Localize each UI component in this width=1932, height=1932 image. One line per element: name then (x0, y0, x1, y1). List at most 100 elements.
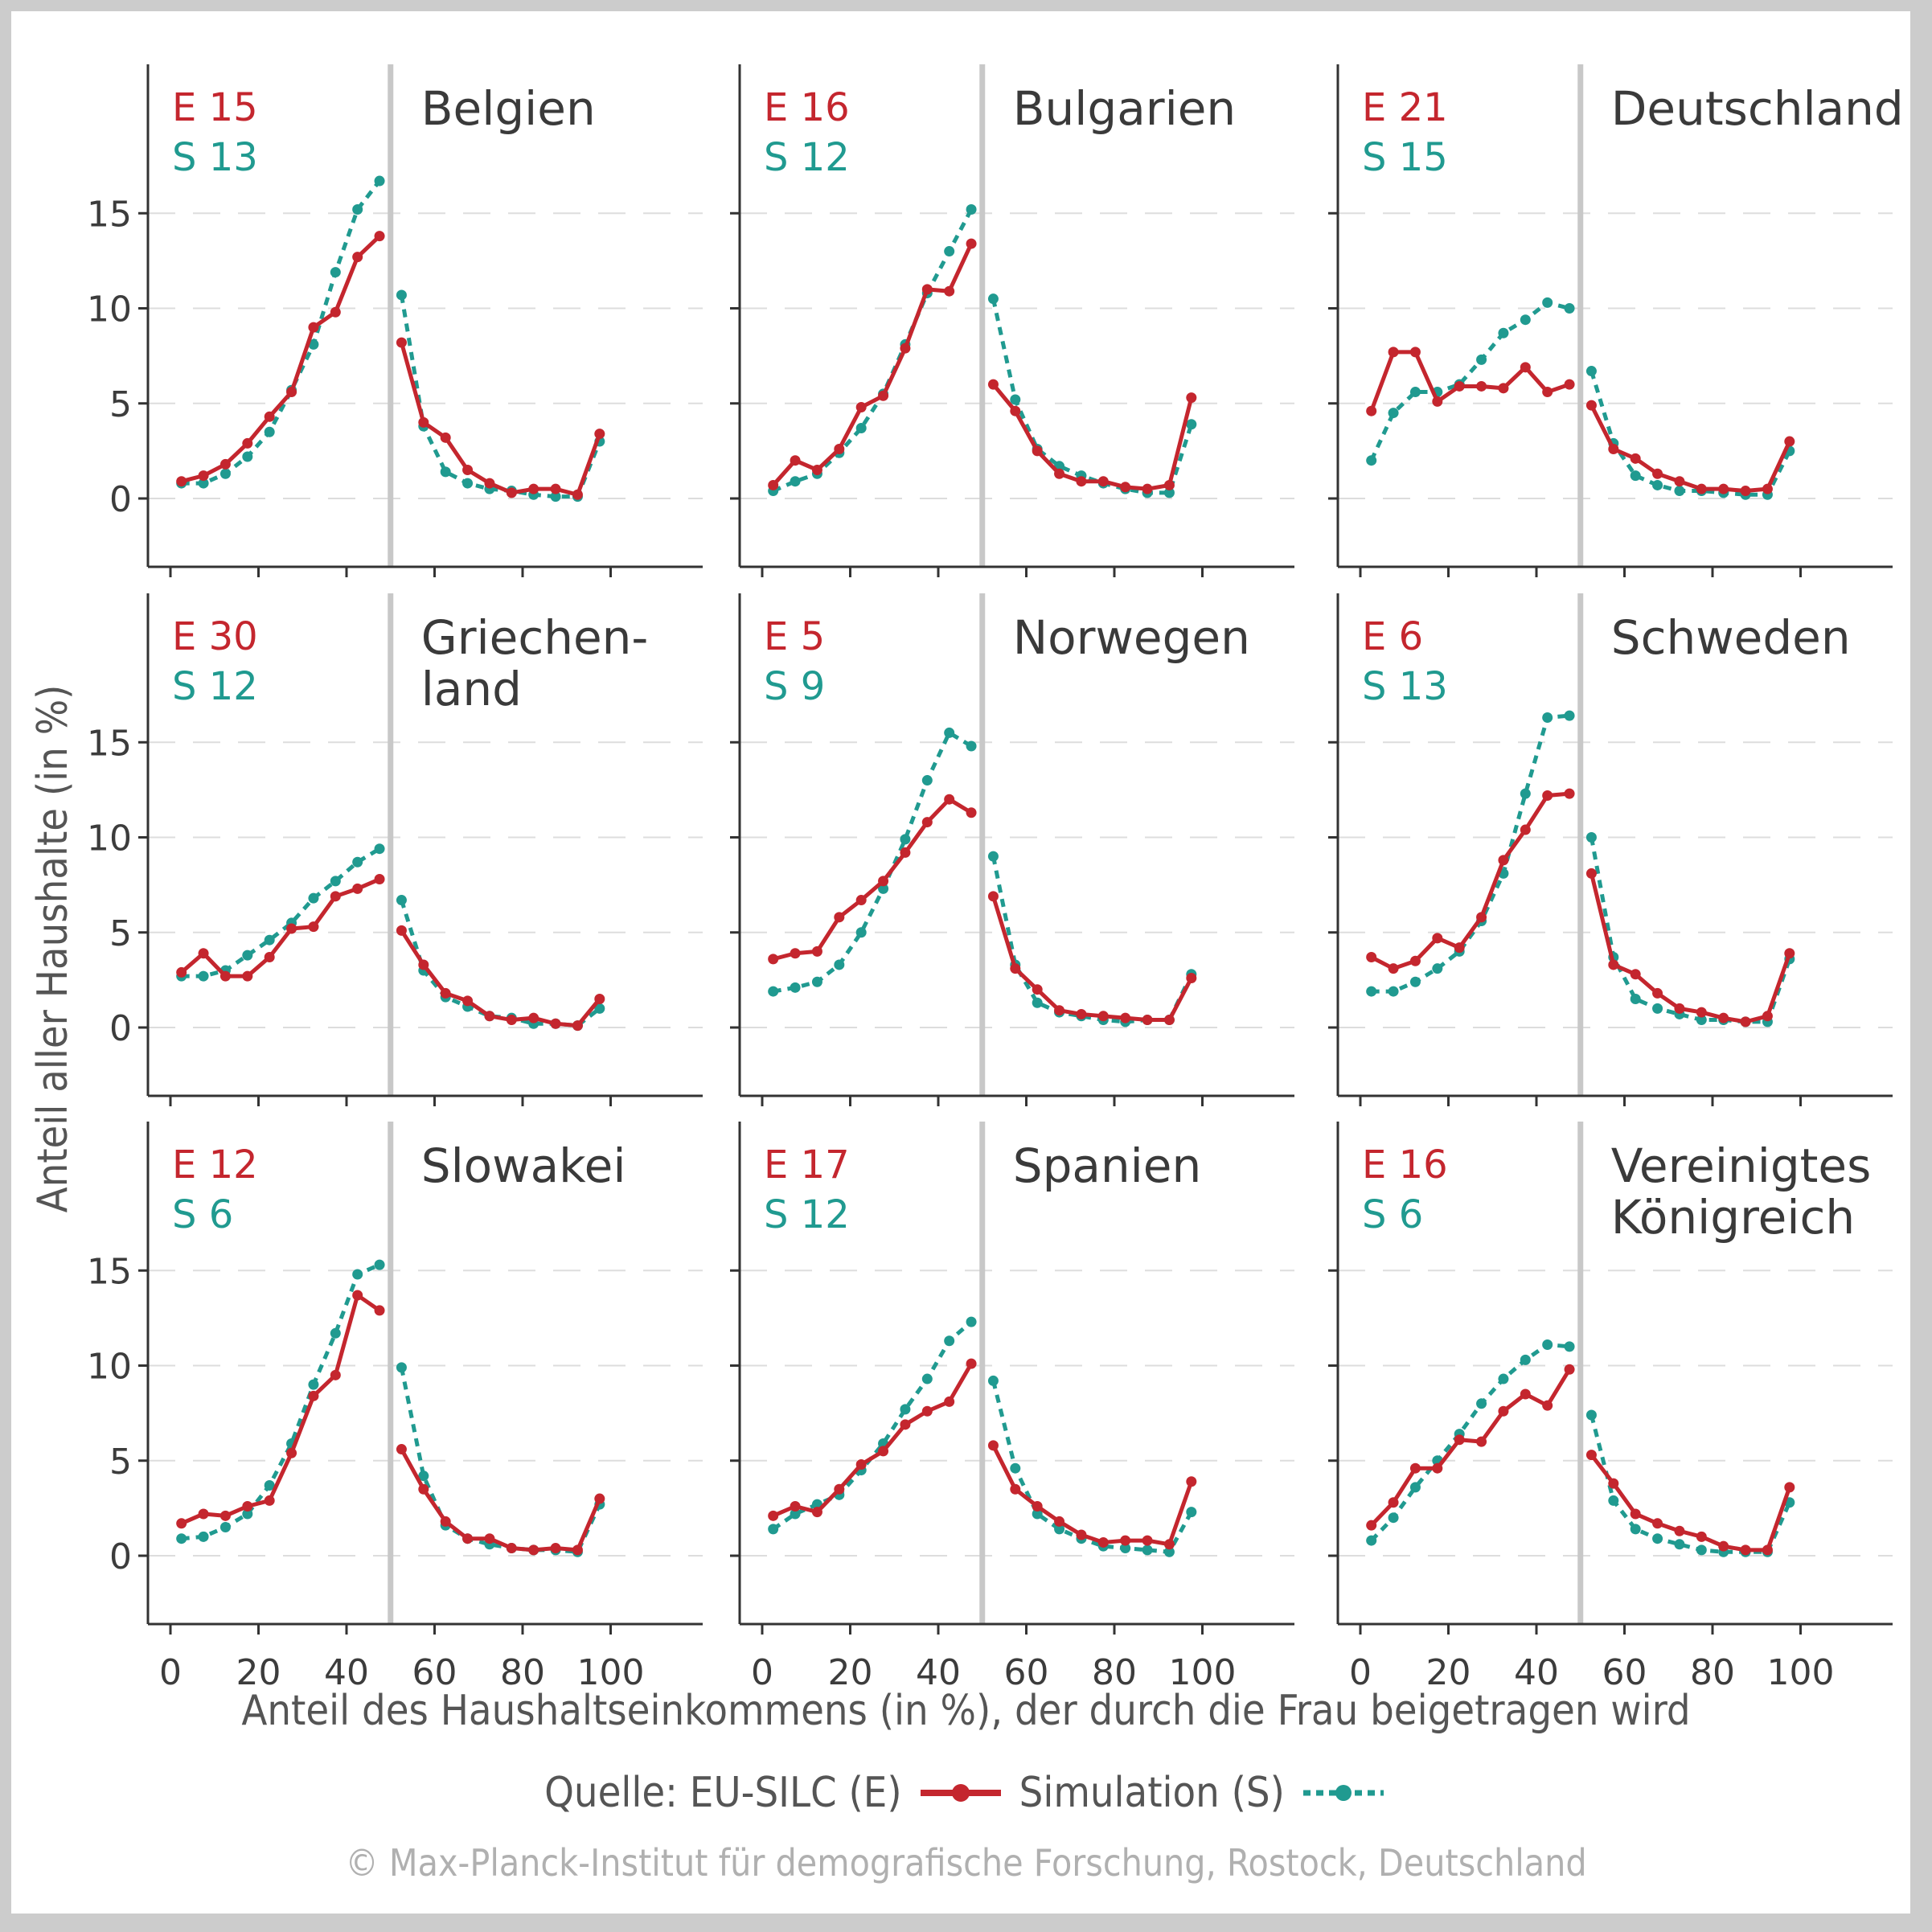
simulation-point (352, 1269, 363, 1280)
simulation-point (1542, 297, 1553, 308)
eusilc-point (528, 483, 539, 494)
eusilc-line (771, 243, 974, 487)
y-tick-label: 10 (87, 1347, 132, 1388)
simulation-point (594, 1003, 605, 1014)
eusilc-point (1054, 1516, 1065, 1527)
x-tick-label: 20 (1426, 1652, 1471, 1693)
eusilc-point (1762, 1011, 1773, 1022)
eusilc-point (1762, 483, 1773, 494)
x-tick-label: 80 (500, 1652, 545, 1693)
eusilc-annotation: E 5 (764, 614, 825, 659)
panel-title: Belgien (421, 81, 596, 136)
eusilc-point (1784, 948, 1795, 959)
eusilc-point (834, 912, 845, 923)
simulation-point (1652, 479, 1663, 490)
simulation-point (987, 293, 999, 305)
simulation-point (1388, 408, 1399, 419)
eusilc-point (528, 1012, 539, 1023)
eusilc-line (1589, 404, 1792, 494)
eusilc-point (1740, 1016, 1751, 1028)
eusilc-point (1520, 1388, 1531, 1400)
eusilc-point (484, 1011, 495, 1022)
simulation-point (1476, 354, 1487, 365)
eusilc-point (264, 1495, 275, 1506)
panel-deutschland: Deutschland E 21 S 15 (1328, 64, 1904, 577)
eusilc-point (1142, 1015, 1153, 1026)
simulation-annotation: S 12 (172, 664, 258, 709)
eusilc-point (1010, 1483, 1021, 1495)
eusilc-point (1163, 1539, 1175, 1550)
simulation-point (374, 1259, 385, 1270)
eusilc-point (1097, 1536, 1109, 1548)
eusilc-point (1366, 405, 1377, 416)
chart-frame (11, 11, 1910, 1914)
panel-spanien: 0 20 40 60 80 100 Spanien E 17S 12 (730, 1122, 1294, 1693)
eusilc-point (1076, 1008, 1087, 1019)
eusilc-point (1432, 1462, 1443, 1474)
eusilc-point (396, 925, 407, 936)
simulation-point (855, 927, 867, 938)
eusilc-point (1120, 1012, 1131, 1023)
eusilc-point (374, 874, 385, 885)
eusilc-point (1542, 790, 1553, 801)
eusilc-point (1388, 1497, 1399, 1508)
eusilc-point (1564, 379, 1575, 390)
eusilc-line (1589, 872, 1792, 1024)
eusilc-point (308, 322, 319, 333)
eusilc-point (1076, 1529, 1087, 1540)
eusilc-point (374, 231, 385, 242)
simulation-point (219, 468, 231, 479)
x-axis-label: Anteil des Haushaltseinkommens (in %), d… (241, 1687, 1691, 1735)
eusilc-point (1388, 963, 1399, 974)
panel-title: Slowakei (421, 1138, 626, 1193)
eusilc-point (834, 444, 845, 455)
eusilc-point (1409, 1462, 1421, 1474)
eusilc-point (768, 1510, 779, 1521)
simulation-line (181, 847, 381, 978)
simulation-point (1630, 994, 1641, 1005)
eusilc-point (396, 1444, 407, 1455)
x-tick-label: 0 (1349, 1652, 1372, 1693)
eusilc-point (878, 876, 889, 887)
simulation-point (1520, 314, 1531, 326)
eusilc-point (1142, 483, 1153, 494)
eusilc-point (1674, 1003, 1685, 1014)
eusilc-point (550, 1018, 561, 1029)
simulation-point (1366, 986, 1377, 997)
simulation-point (550, 491, 561, 502)
simulation-point (440, 466, 451, 478)
simulation-point (1585, 366, 1597, 377)
simulation-annotation: S 6 (1362, 1192, 1423, 1237)
simulation-point (944, 1335, 955, 1347)
simulation-line (1589, 837, 1792, 1024)
simulation-point (966, 204, 977, 215)
simulation-point (1585, 832, 1597, 843)
x-tick-label: 100 (1767, 1652, 1835, 1693)
eusilc-point (1696, 1531, 1707, 1542)
eusilc-point (264, 411, 275, 422)
simulation-line (1589, 1414, 1792, 1554)
simulation-point (1696, 1015, 1707, 1026)
eusilc-point (330, 306, 341, 318)
simulation-point (1409, 976, 1421, 987)
y-tick-label: 15 (87, 194, 132, 235)
simulation-line (991, 1380, 1194, 1554)
eusilc-point (308, 1390, 319, 1401)
eusilc-point (1409, 347, 1421, 358)
panel-slowakei: 0 5 10 15 0 20 40 60 80 100 Slowakei E 12S 6 (87, 1122, 703, 1693)
eusilc-line (400, 929, 601, 1028)
simulation-line (1371, 713, 1570, 994)
eusilc-point (811, 1507, 822, 1518)
simulation-point (987, 851, 999, 862)
y-tick-label: 10 (87, 818, 132, 859)
eusilc-point (1032, 445, 1043, 457)
eusilc-point (198, 1508, 209, 1520)
simulation-point (1498, 1373, 1509, 1384)
eusilc-point (1032, 984, 1043, 995)
eusilc-point (440, 1516, 451, 1527)
eusilc-point (330, 1369, 341, 1380)
eusilc-point (572, 1020, 583, 1032)
eusilc-point (987, 379, 999, 390)
eusilc-point (1652, 987, 1663, 999)
eusilc-point (506, 1543, 517, 1554)
